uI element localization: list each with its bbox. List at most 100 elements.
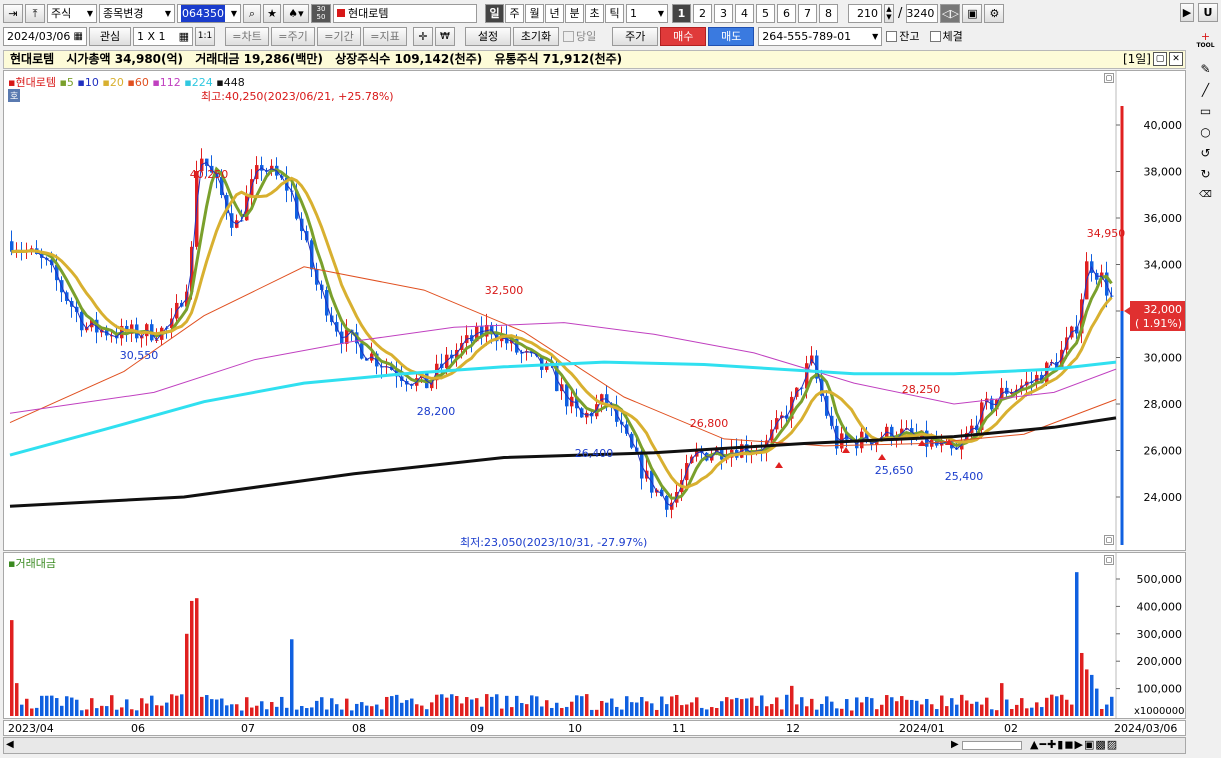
layout-select[interactable]: 1 X 1 ▦: [133, 26, 193, 46]
watch-button[interactable]: 관심: [89, 26, 131, 46]
preset-1[interactable]: 1: [672, 3, 691, 23]
tab-minute[interactable]: 분: [565, 3, 584, 23]
volume-bar-up: [945, 706, 949, 716]
gear-icon[interactable]: ⚙: [984, 3, 1005, 23]
quote-badge[interactable]: 호: [8, 89, 21, 102]
legend-ma60: ▪60: [127, 76, 149, 89]
spade-dropdown-icon[interactable]: ♠▾: [283, 3, 309, 23]
preset-7[interactable]: 7: [798, 3, 817, 23]
high-annotation: 최고:40,250(2023/06/21, +25.78%): [201, 90, 394, 103]
code-input[interactable]: 064350 ▼: [177, 3, 241, 23]
balance-checkbox[interactable]: 잔고: [886, 28, 920, 44]
zoom-slider[interactable]: [962, 741, 1022, 750]
tool-menu[interactable]: + TOOL: [1195, 29, 1217, 51]
volume-bar-down: [1055, 696, 1059, 716]
pin-icon[interactable]: ⇥: [3, 3, 23, 23]
pane-min-icon[interactable]: ▢: [1104, 535, 1114, 545]
volume-chart-pane[interactable]: 500,000 400,000 300,000 200,000 100,000 ▪거래대…: [3, 552, 1186, 719]
line-tool-icon[interactable]: ╱: [1201, 83, 1210, 97]
tab-month[interactable]: 월: [525, 3, 544, 23]
clear-all-icon[interactable]: ⌫: [1199, 190, 1212, 200]
setting-button[interactable]: 설정: [465, 26, 511, 46]
tab-tick[interactable]: 틱: [605, 3, 624, 23]
tab-week[interactable]: 주: [505, 3, 524, 23]
price-chart-pane[interactable]: 40,000 38,000 36,000 34,000 30,000 28,000 26,0…: [3, 70, 1186, 551]
scroll-icon[interactable]: ◁▷: [940, 3, 961, 23]
pencil-icon[interactable]: ✎: [1200, 62, 1211, 76]
save-icon[interactable]: ▣: [962, 3, 983, 23]
volume-bar-up: [920, 704, 924, 716]
scroll-right-arrow-icon[interactable]: ▶: [951, 739, 959, 750]
maximize-icon[interactable]: ▢: [1153, 52, 1167, 66]
volume-bar-down: [555, 702, 559, 716]
volume-bar-up: [680, 705, 684, 716]
stock-name-field[interactable]: 현대로템: [333, 3, 477, 23]
volume-bar-down: [1005, 699, 1009, 716]
scroll-left-icon[interactable]: ▶: [1180, 3, 1194, 22]
indicator-button[interactable]: =지표: [363, 26, 407, 46]
volume-bar-down: [620, 709, 624, 716]
scroll-left-arrow-icon[interactable]: ◀: [6, 739, 14, 750]
tab-second[interactable]: 초: [585, 3, 604, 23]
volume-bar-down: [405, 700, 409, 716]
redo-icon[interactable]: ↻: [1200, 167, 1211, 181]
same-day-checkbox[interactable]: 당일: [563, 28, 596, 44]
preset-4[interactable]: 4: [735, 3, 754, 23]
change-stock-select[interactable]: 종목변경 ▼: [99, 3, 175, 23]
top-icon[interactable]: ⤒: [25, 3, 45, 23]
volume-bar-up: [885, 695, 889, 716]
volume-bar-down: [285, 707, 289, 716]
sell-button[interactable]: 매도: [708, 26, 755, 46]
pane-max-icon[interactable]: ▢: [1104, 73, 1114, 83]
vol-pane-max-icon[interactable]: ▢: [1104, 555, 1114, 565]
price-chart-svg[interactable]: 40,000 38,000 36,000 34,000 30,000 28,000 26,0…: [4, 71, 1185, 550]
won-icon[interactable]: ₩: [435, 26, 455, 46]
star-icon[interactable]: ★: [263, 3, 281, 23]
price-legend: ▪현대로템 ▪5 ▪10 ▪20 ▪60 ▪112 ▪224 ▪448: [8, 74, 245, 90]
volume-bar-up: [655, 709, 659, 716]
volume-bar-up: [730, 699, 734, 716]
low-annotation: 최저:23,050(2023/10/31, -27.97%): [460, 536, 647, 549]
period-button[interactable]: =기간: [317, 26, 361, 46]
cycle-button[interactable]: =주기: [271, 26, 315, 46]
chart-button[interactable]: =차트: [225, 26, 269, 46]
account-select[interactable]: 264-555-789-01 ▼: [758, 26, 883, 46]
undo-icon[interactable]: ↺: [1200, 146, 1211, 160]
price-tick-label: 36,000: [1144, 212, 1183, 225]
zoom-controls[interactable]: ▲━✚▮◼▶▣▩▨: [1030, 738, 1119, 751]
market-select[interactable]: 주식 ▼: [47, 3, 97, 23]
volume-chart-svg[interactable]: 500,000 400,000 300,000 200,000 100,000: [4, 553, 1185, 718]
count-input[interactable]: 210: [848, 3, 882, 23]
preset-5[interactable]: 5: [756, 3, 775, 23]
reset-button[interactable]: 초기화: [513, 26, 559, 46]
circle-tool-icon[interactable]: ○: [1200, 125, 1211, 139]
info-float: 71,912(천주): [542, 52, 623, 66]
filled-checkbox[interactable]: 체결: [929, 28, 963, 44]
ratio-3050-icon[interactable]: 30 50: [311, 3, 331, 23]
date-input[interactable]: 2024/03/06 ▦: [3, 26, 87, 46]
volume-bar-down: [615, 706, 619, 716]
u-button[interactable]: U: [1198, 3, 1218, 22]
buy-signal-arrow: [918, 440, 926, 446]
tab-year[interactable]: 년: [545, 3, 564, 23]
price-button[interactable]: 주가: [612, 26, 659, 46]
preset-3[interactable]: 3: [714, 3, 733, 23]
calendar-icon[interactable]: ▦: [73, 30, 83, 42]
chart-scrollbar[interactable]: ◀ ▶ ▲━✚▮◼▶▣▩▨: [3, 737, 1186, 754]
one-to-one-button[interactable]: 1:1: [195, 26, 215, 46]
rectangle-tool-icon[interactable]: ▭: [1199, 104, 1212, 118]
preset-2[interactable]: 2: [693, 3, 712, 23]
volume-bar-up: [715, 708, 719, 716]
preset-8[interactable]: 8: [819, 3, 838, 23]
preset-6[interactable]: 6: [777, 3, 796, 23]
search-icon[interactable]: ⌕: [243, 3, 261, 23]
period-value-select[interactable]: 1 ▼: [626, 3, 668, 23]
volume-bar-up: [810, 698, 814, 716]
volume-bar-down: [745, 698, 749, 716]
count-spinner-icon[interactable]: ▲ ▼: [884, 3, 894, 23]
crosshair-icon[interactable]: ✛: [413, 26, 433, 46]
tab-day[interactable]: 일: [485, 3, 504, 23]
buy-button[interactable]: 매수: [660, 26, 707, 46]
period-tabs: 일 주 월 년 분 초 틱: [485, 3, 624, 23]
close-icon[interactable]: ✕: [1169, 52, 1183, 66]
